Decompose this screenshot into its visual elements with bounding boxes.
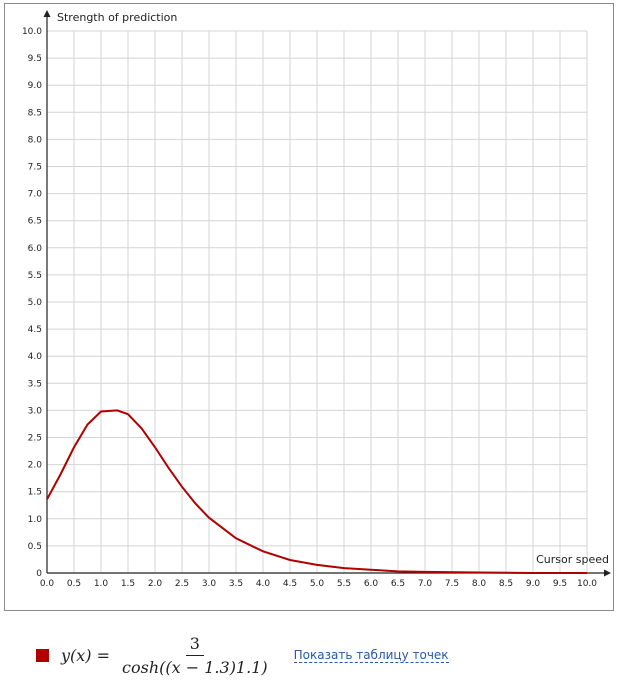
y-tick-label: 2.0 bbox=[28, 461, 43, 471]
y-axis-label: Strength of prediction bbox=[57, 11, 177, 24]
y-tick-label: 8.0 bbox=[28, 135, 43, 145]
x-tick-label: 1.0 bbox=[94, 579, 109, 589]
x-tick-label: 5.0 bbox=[310, 579, 325, 589]
y-tick-label: 9.0 bbox=[28, 81, 43, 91]
x-tick-label: 6.5 bbox=[391, 579, 405, 589]
grid bbox=[46, 30, 588, 574]
x-tick-label: 9.0 bbox=[526, 579, 541, 589]
x-tick-label: 3.5 bbox=[229, 579, 243, 589]
y-axis-arrow bbox=[43, 10, 51, 17]
chart: 0.0 0.5 1.0 1.5 2.0 2.5 3.0 3.5 4.0 4.5 5.0 5.5 6.0 6… bbox=[22, 10, 611, 589]
y-tick-label: 9.5 bbox=[28, 54, 42, 64]
y-tick-label: 2.5 bbox=[28, 434, 42, 444]
y-tick-label: 8.5 bbox=[28, 108, 42, 118]
y-tick-label: 0.5 bbox=[28, 542, 42, 552]
x-tick-label: 3.0 bbox=[202, 579, 217, 589]
formula-numerator: 3 bbox=[185, 634, 204, 656]
formula-denominator: cosh((x − 1.3)1.1) bbox=[122, 657, 268, 677]
show-points-table-link[interactable]: Показать таблицу точек bbox=[293, 647, 449, 663]
y-tick-labels: 0 0.5 1.0 1.5 2.0 2.5 3.0 3.5 4.0 4.5 5.0 5.5 6.0 6.5… bbox=[22, 27, 42, 579]
x-tick-label: 0.5 bbox=[67, 579, 81, 589]
y-tick-label: 10.0 bbox=[22, 27, 42, 37]
x-tick-label: 2.5 bbox=[175, 579, 189, 589]
y-tick-label: 5.5 bbox=[28, 271, 42, 281]
x-tick-label: 8.0 bbox=[472, 579, 487, 589]
y-tick-label: 3.0 bbox=[28, 406, 43, 416]
y-tick-label: 7.0 bbox=[28, 190, 43, 200]
formula-lhs: y(x) = bbox=[61, 645, 111, 665]
x-axis-label: Cursor speed bbox=[536, 553, 609, 566]
x-tick-label: 7.0 bbox=[418, 579, 433, 589]
y-tick-label: 4.0 bbox=[28, 352, 43, 362]
x-tick-labels: 0.0 0.5 1.0 1.5 2.0 2.5 3.0 3.5 4.0 4.5 5.0 5.5 6.0 6… bbox=[40, 579, 597, 589]
x-tick-label: 7.5 bbox=[445, 579, 459, 589]
x-tick-label: 4.5 bbox=[283, 579, 297, 589]
series-line bbox=[46, 409, 587, 574]
y-tick-label: 6.5 bbox=[28, 217, 42, 227]
y-tick-label: 7.5 bbox=[28, 163, 42, 173]
chart-frame: 0.0 0.5 1.0 1.5 2.0 2.5 3.0 3.5 4.0 4.5 5.0 5.5 6.0 6… bbox=[4, 3, 614, 611]
y-tick-label: 4.5 bbox=[28, 325, 42, 335]
x-tick-label: 0.0 bbox=[40, 579, 55, 589]
x-tick-label: 8.5 bbox=[499, 579, 513, 589]
x-tick-label: 6.0 bbox=[364, 579, 379, 589]
x-tick-label: 9.5 bbox=[553, 579, 567, 589]
y-tick-label: 3.5 bbox=[28, 379, 42, 389]
formula-fraction: 3 cosh((x − 1.3)1.1) bbox=[118, 634, 272, 677]
x-tick-label: 4.0 bbox=[256, 579, 271, 589]
x-axis-arrow bbox=[604, 569, 611, 577]
x-tick-label: 1.5 bbox=[121, 579, 135, 589]
x-tick-label: 5.5 bbox=[337, 579, 351, 589]
formula: y(x) = 3 cosh((x − 1.3)1.1) bbox=[61, 634, 272, 677]
y-tick-label: 5.0 bbox=[28, 298, 43, 308]
y-tick-label: 6.0 bbox=[28, 244, 43, 254]
legend: y(x) = 3 cosh((x − 1.3)1.1) Показать таб… bbox=[36, 632, 449, 678]
x-tick-label: 2.0 bbox=[148, 579, 163, 589]
y-tick-label: 1.5 bbox=[28, 488, 42, 498]
y-tick-label: 0 bbox=[36, 569, 42, 579]
legend-swatch bbox=[36, 648, 49, 662]
y-tick-label: 1.0 bbox=[28, 515, 43, 525]
x-tick-label: 10.0 bbox=[577, 579, 597, 589]
